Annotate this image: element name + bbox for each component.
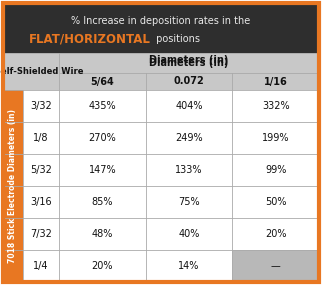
Text: 40%: 40% <box>178 229 200 239</box>
Text: 7/32: 7/32 <box>30 229 52 239</box>
Text: 5/32: 5/32 <box>30 165 52 175</box>
Text: 50%: 50% <box>265 197 286 207</box>
Text: Diameters (in): Diameters (in) <box>149 58 229 68</box>
Text: 7018 Stick Electrode Diameters (in): 7018 Stick Electrode Diameters (in) <box>8 109 17 263</box>
Text: —: — <box>271 261 280 271</box>
Bar <box>232 250 319 282</box>
Bar <box>3 53 319 90</box>
Text: 85%: 85% <box>91 197 113 207</box>
Text: 199%: 199% <box>262 133 289 143</box>
Bar <box>3 90 23 282</box>
Text: positions: positions <box>153 34 200 44</box>
Text: 1/16: 1/16 <box>264 76 288 87</box>
Text: 20%: 20% <box>265 229 286 239</box>
Text: 332%: 332% <box>262 101 289 111</box>
Text: 48%: 48% <box>92 229 113 239</box>
Text: 1/4: 1/4 <box>33 261 49 271</box>
Text: 3/16: 3/16 <box>30 197 52 207</box>
Text: 5/64: 5/64 <box>90 76 114 87</box>
Text: 404%: 404% <box>175 101 203 111</box>
Text: 435%: 435% <box>89 101 116 111</box>
Text: % Increase in deposition rates in the: % Increase in deposition rates in the <box>71 15 251 25</box>
Text: Diameters (in): Diameters (in) <box>149 55 229 65</box>
Text: 249%: 249% <box>175 133 203 143</box>
Text: FLAT/HORIZONTAL: FLAT/HORIZONTAL <box>29 32 151 46</box>
Text: 75%: 75% <box>178 197 200 207</box>
Text: 0.072: 0.072 <box>174 76 204 87</box>
Text: 1/8: 1/8 <box>33 133 49 143</box>
Text: 270%: 270% <box>89 133 116 143</box>
Text: 20%: 20% <box>91 261 113 271</box>
Text: 133%: 133% <box>175 165 203 175</box>
Text: T-8 Self-Shielded Wire: T-8 Self-Shielded Wire <box>0 67 84 76</box>
Bar <box>3 90 319 282</box>
Text: 147%: 147% <box>89 165 116 175</box>
Text: 99%: 99% <box>265 165 286 175</box>
Text: 3/32: 3/32 <box>30 101 52 111</box>
Bar <box>3 3 319 53</box>
Bar <box>3 53 59 90</box>
Text: 14%: 14% <box>178 261 200 271</box>
